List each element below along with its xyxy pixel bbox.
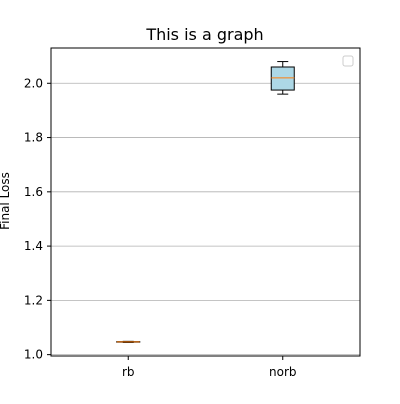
grid-layer bbox=[51, 82, 360, 356]
y-tick-label: 2.0 bbox=[24, 76, 43, 90]
x-tick-label: rb bbox=[122, 365, 135, 379]
y-tick-label: 1.8 bbox=[24, 131, 43, 145]
x-tick-label: norb bbox=[269, 365, 297, 379]
box-layer bbox=[116, 61, 295, 343]
y-tick-label: 1.2 bbox=[24, 293, 43, 307]
y-tick-label: 1.0 bbox=[24, 348, 43, 362]
box-rb bbox=[116, 340, 141, 343]
axes-layer: 1.0 1.2 1.4 1.6 1.8 2.0 rb norb bbox=[24, 47, 361, 379]
y-tick-label: 1.4 bbox=[24, 239, 43, 253]
legend-box bbox=[342, 55, 354, 67]
y-axis-label: Final Loss bbox=[0, 172, 12, 230]
box-norb bbox=[270, 61, 295, 95]
y-tick-label: 1.6 bbox=[24, 185, 43, 199]
plot-frame bbox=[50, 47, 361, 357]
chart-title: This is a graph bbox=[145, 25, 263, 44]
box-body bbox=[270, 66, 295, 91]
